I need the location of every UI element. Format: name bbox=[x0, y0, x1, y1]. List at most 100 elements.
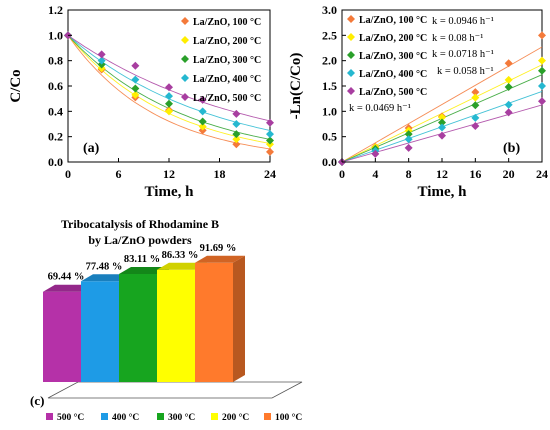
legend-label-a: La/ZnO, 200 °C bbox=[193, 36, 261, 47]
data-point-a bbox=[266, 147, 274, 156]
data-point-b bbox=[404, 135, 413, 144]
x-tick-label-a: 6 bbox=[116, 167, 122, 181]
legend-swatch-c bbox=[211, 413, 218, 420]
y-tick-label-b: 0.5 bbox=[322, 130, 337, 144]
data-point-a bbox=[266, 130, 274, 139]
x-tick-label-b: 16 bbox=[469, 167, 481, 181]
x-axis-label-b: Time, h bbox=[418, 184, 468, 200]
panel-a: 0.0 0.2 0.4 0.6 0.8 1.0 1.2 0 6 12 18 24 Time, h C/… bbox=[8, 3, 276, 200]
data-point-b bbox=[471, 88, 480, 97]
legend-label-b: La/ZnO, 300 °C bbox=[359, 51, 427, 62]
y-tick-label-a: 1.0 bbox=[48, 28, 63, 42]
x-tick-label-b: 20 bbox=[503, 167, 515, 181]
legend-label-b: La/ZnO, 400 °C bbox=[359, 69, 427, 80]
bar-value-label: 69.44 % bbox=[48, 272, 85, 283]
data-point-a bbox=[232, 130, 241, 139]
data-point-a bbox=[131, 90, 140, 99]
data-point-a bbox=[97, 56, 106, 65]
legend-label-b: La/ZnO, 100 °C bbox=[359, 15, 427, 26]
y-tick-label-b: 3.0 bbox=[322, 3, 337, 17]
data-point-b bbox=[538, 56, 546, 65]
data-point-a bbox=[198, 95, 207, 104]
legend-marker-b bbox=[347, 33, 355, 41]
data-point-a bbox=[232, 120, 241, 128]
legend-label-a: La/ZnO, 400 °C bbox=[193, 74, 261, 85]
legend-label-c: 400 °C bbox=[112, 412, 139, 423]
legend-label-b: La/ZnO, 200 °C bbox=[359, 33, 427, 44]
data-point-b bbox=[404, 130, 413, 139]
y-tick-label-a: 0.2 bbox=[48, 130, 63, 144]
legend-label-c: 100 °C bbox=[275, 412, 302, 423]
rate-constant-annotation: k = 0.058 h⁻¹ bbox=[437, 66, 494, 77]
x-tick-label-b: 12 bbox=[436, 167, 448, 181]
panel-label-c: (c) bbox=[30, 393, 44, 408]
rate-constant-annotation: k = 0.08 h⁻¹ bbox=[432, 33, 483, 44]
legend-marker-b bbox=[347, 51, 355, 59]
y-tick-label-a: 0.6 bbox=[48, 79, 63, 93]
x-tick-label-a: 24 bbox=[264, 167, 276, 181]
data-point-b bbox=[371, 149, 380, 158]
data-point-b bbox=[538, 97, 546, 106]
bar-top bbox=[43, 284, 93, 292]
data-point-b bbox=[438, 118, 446, 127]
legend-label-a: La/ZnO, 100 °C bbox=[193, 17, 261, 28]
data-point-b bbox=[504, 108, 513, 117]
legend-marker-a bbox=[181, 55, 189, 63]
data-point-a bbox=[232, 135, 241, 144]
data-point-b bbox=[504, 83, 513, 92]
data-point-b bbox=[538, 82, 546, 90]
legend-swatch-c bbox=[264, 413, 271, 420]
bar-value-label: 91.69 % bbox=[200, 243, 237, 254]
data-point-a bbox=[266, 118, 274, 127]
data-point-a bbox=[198, 107, 207, 116]
bar bbox=[195, 262, 233, 382]
bar-value-label: 83.11 % bbox=[124, 254, 160, 265]
legend-marker-b bbox=[347, 15, 355, 23]
legend-label-c: 200 °C bbox=[222, 412, 249, 423]
bar-value-label: 86.33 % bbox=[162, 250, 199, 261]
y-tick-label-b: 1.5 bbox=[322, 79, 337, 93]
data-point-b bbox=[504, 100, 513, 109]
bar-top bbox=[195, 255, 245, 263]
data-point-b bbox=[438, 113, 446, 122]
legend-label-b: La/ZnO, 500 °C bbox=[359, 87, 427, 98]
y-tick-label-b: 2.5 bbox=[322, 28, 337, 42]
data-point-b bbox=[504, 75, 513, 84]
panel-label-b: (b) bbox=[503, 141, 520, 156]
rate-constant-annotation: k = 0.0718 h⁻¹ bbox=[432, 49, 494, 60]
bar-top bbox=[81, 274, 131, 282]
bar-title-line-2: by La/ZnO powders bbox=[88, 233, 192, 247]
data-point-a bbox=[131, 61, 140, 70]
data-point-a bbox=[131, 84, 140, 93]
data-point-b bbox=[504, 59, 513, 68]
y-tick-label-a: 0.8 bbox=[48, 54, 63, 68]
bar-value-label: 77.48 % bbox=[86, 261, 123, 272]
data-point-a bbox=[198, 117, 207, 126]
data-point-a bbox=[198, 122, 207, 131]
legend-marker-a bbox=[181, 36, 189, 44]
legend-swatch-c bbox=[157, 413, 164, 420]
bar-top bbox=[157, 262, 207, 270]
data-point-b bbox=[471, 122, 480, 131]
data-point-b bbox=[538, 66, 546, 75]
y-tick-label-a: 0.0 bbox=[48, 155, 63, 169]
bar-floor bbox=[47, 381, 303, 399]
data-point-a bbox=[165, 92, 173, 101]
bar-side bbox=[233, 255, 245, 382]
panel-label-a: (a) bbox=[83, 141, 100, 156]
bar bbox=[43, 291, 81, 382]
legend-marker-a bbox=[181, 93, 189, 101]
x-tick-label-b: 8 bbox=[406, 167, 412, 181]
data-point-a bbox=[131, 75, 140, 84]
y-axis-label-a: C/Co bbox=[8, 69, 24, 102]
panel-c: Tribocatalysis of Rhodamine B by La/ZnO … bbox=[30, 217, 302, 423]
bar bbox=[157, 269, 195, 382]
x-tick-label-a: 18 bbox=[214, 167, 226, 181]
data-point-a bbox=[232, 109, 241, 118]
data-point-a bbox=[266, 136, 274, 145]
rate-constant-annotation: k = 0.0469 h⁻¹ bbox=[349, 103, 411, 114]
y-tick-label-b: 0.0 bbox=[322, 155, 337, 169]
x-tick-label-a: 0 bbox=[65, 167, 71, 181]
x-tick-label-b: 0 bbox=[339, 167, 345, 181]
